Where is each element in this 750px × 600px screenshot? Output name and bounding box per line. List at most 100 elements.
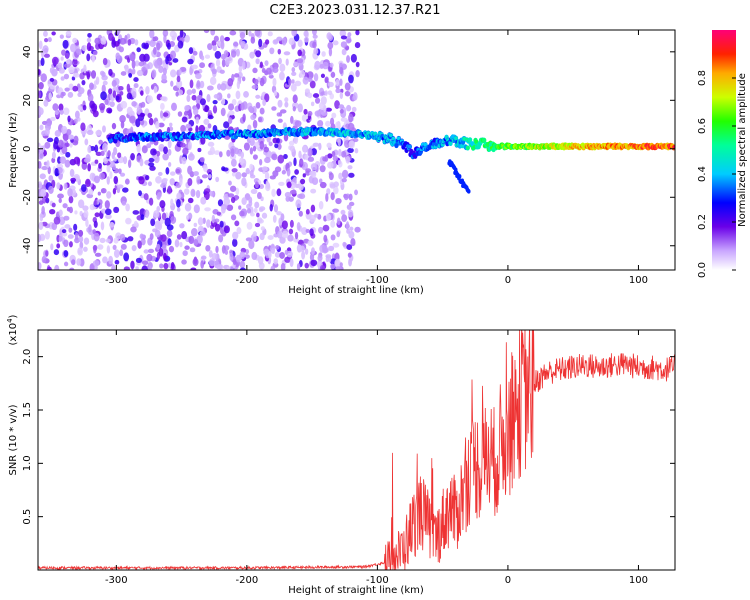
noise-speckle: [51, 31, 56, 36]
noise-speckle: [49, 85, 56, 90]
noise-speckle: [296, 58, 304, 64]
noise-speckle: [230, 214, 237, 221]
noise-speckle: [277, 154, 285, 164]
noise-speckle: [272, 62, 279, 70]
noise-speckle: [184, 202, 192, 212]
noise-speckle: [195, 72, 202, 80]
noise-speckle: [345, 221, 350, 230]
noise-speckle: [215, 58, 221, 67]
noise-speckle: [272, 39, 279, 45]
noise-speckle: [291, 71, 297, 76]
noise-speckle: [284, 97, 289, 103]
noise-speckle: [116, 184, 124, 189]
noise-speckle: [133, 83, 139, 89]
noise-speckle: [92, 244, 98, 251]
noise-speckle: [332, 155, 339, 162]
noise-speckle: [230, 158, 237, 167]
noise-speckle: [346, 104, 352, 112]
noise-speckle: [271, 153, 278, 161]
noise-speckle: [115, 95, 120, 101]
noise-speckle: [93, 220, 98, 228]
noise-speckle: [83, 246, 88, 252]
noise-speckle: [118, 46, 124, 53]
noise-speckle: [54, 129, 61, 137]
noise-speckle: [327, 41, 334, 50]
noise-speckle: [298, 150, 302, 159]
noise-speckle: [87, 145, 92, 154]
spectrogram-data: [38, 30, 675, 270]
noise-speckle: [160, 102, 165, 111]
noise-speckle: [207, 123, 212, 129]
noise-speckle: [249, 212, 255, 217]
noise-speckle: [63, 261, 69, 267]
colorbar-ticks: 0.0 0.2 0.4 0.6 0.8: [697, 70, 736, 278]
noise-speckle: [249, 163, 254, 171]
noise-speckle: [169, 50, 177, 60]
noise-speckle: [317, 120, 324, 127]
noise-speckle: [273, 90, 278, 97]
noise-speckle: [304, 262, 309, 269]
noise-speckle: [114, 259, 120, 265]
noise-speckle: [347, 147, 354, 153]
noise-speckle: [159, 110, 164, 119]
noise-speckle: [39, 145, 45, 154]
noise-speckle: [281, 220, 288, 230]
noise-speckle: [156, 42, 161, 51]
noise-speckle: [259, 206, 266, 211]
noise-speckle: [309, 228, 314, 237]
noise-speckle: [64, 87, 70, 92]
noise-speckle: [167, 238, 172, 246]
noise-speckle: [346, 228, 351, 234]
noise-speckle: [102, 256, 108, 264]
noise-speckle: [61, 125, 68, 135]
noise-speckle: [68, 66, 75, 74]
noise-speckle: [141, 260, 149, 265]
noise-speckle: [340, 35, 348, 40]
noise-speckle: [73, 156, 81, 165]
noise-speckle: [162, 153, 169, 161]
noise-speckle: [51, 56, 59, 66]
noise-speckle: [54, 264, 60, 270]
noise-speckle: [118, 168, 122, 174]
noise-speckle: [166, 224, 174, 231]
noise-speckle: [203, 118, 210, 125]
noise-speckle: [214, 223, 221, 232]
noise-speckle: [73, 59, 78, 65]
noise-speckle: [192, 50, 198, 56]
noise-speckle: [120, 243, 127, 250]
noise-speckle: [92, 110, 99, 118]
noise-speckle: [268, 251, 272, 259]
noise-speckle: [167, 262, 172, 268]
noise-speckle: [188, 47, 194, 55]
noise-speckle: [159, 218, 164, 225]
noise-speckle: [326, 32, 332, 40]
noise-speckle: [301, 114, 308, 122]
noise-speckle: [82, 104, 87, 111]
noise-speckle: [68, 227, 73, 233]
noise-speckle: [147, 181, 152, 187]
noise-speckle: [112, 90, 117, 98]
ridge-peak: [672, 144, 675, 149]
noise-speckle: [68, 83, 74, 91]
noise-speckle: [143, 249, 149, 254]
noise-speckle: [154, 59, 161, 69]
noise-speckle: [119, 37, 127, 45]
noise-speckle: [38, 40, 43, 50]
noise-speckle: [269, 47, 275, 55]
noise-speckle: [330, 234, 336, 241]
noise-speckle: [176, 234, 182, 240]
noise-speckle: [196, 175, 201, 185]
noise-speckle: [322, 245, 328, 254]
noise-speckle: [327, 161, 334, 169]
noise-speckle: [280, 213, 285, 221]
noise-speckle: [88, 188, 94, 195]
noise-speckle: [170, 198, 174, 207]
noise-speckle: [193, 239, 199, 246]
noise-speckle: [302, 145, 307, 153]
noise-speckle: [219, 151, 223, 158]
noise-speckle: [162, 112, 169, 117]
noise-speckle: [215, 176, 220, 183]
y-tick-label: 1.5: [22, 402, 33, 418]
noise-speckle: [209, 76, 217, 86]
